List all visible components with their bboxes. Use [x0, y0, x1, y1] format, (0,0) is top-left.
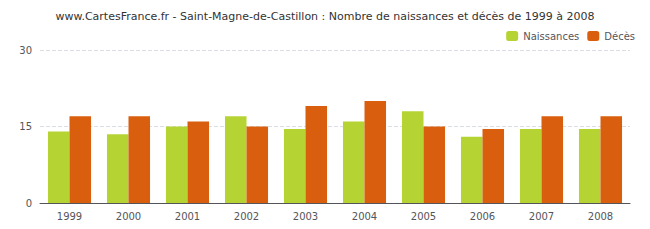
- svg-text:2003: 2003: [293, 211, 318, 222]
- svg-text:2008: 2008: [588, 211, 613, 222]
- svg-text:2001: 2001: [175, 211, 200, 222]
- svg-text:www.CartesFrance.fr - Saint-Ma: www.CartesFrance.fr - Saint-Magne-de-Cas…: [55, 10, 594, 23]
- svg-text:2002: 2002: [234, 211, 259, 222]
- svg-text:15: 15: [19, 121, 32, 132]
- svg-text:1999: 1999: [57, 211, 82, 222]
- svg-text:2004: 2004: [352, 211, 377, 222]
- svg-text:Naissances: Naissances: [523, 31, 579, 42]
- svg-text:Décès: Décès: [604, 31, 635, 42]
- svg-text:2006: 2006: [470, 211, 495, 222]
- svg-text:2007: 2007: [529, 211, 554, 222]
- svg-text:2005: 2005: [411, 211, 436, 222]
- svg-text:0: 0: [26, 198, 32, 209]
- svg-text:30: 30: [19, 45, 32, 56]
- svg-text:2000: 2000: [116, 211, 141, 222]
